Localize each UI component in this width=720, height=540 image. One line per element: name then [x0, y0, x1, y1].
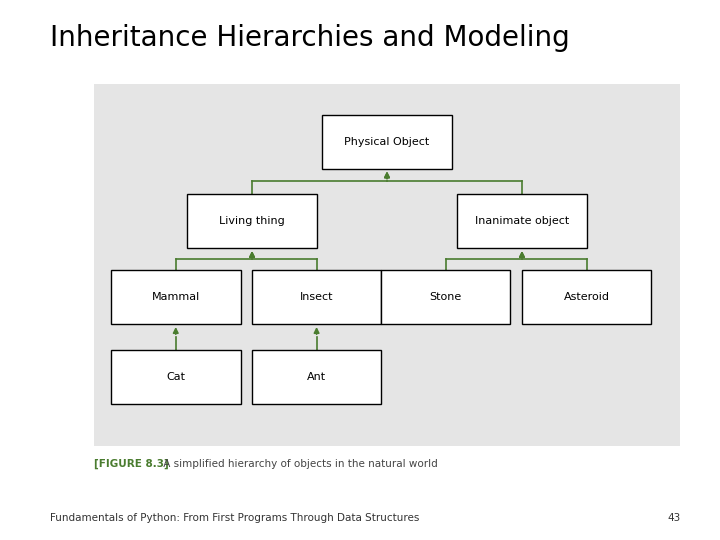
Text: 43: 43: [667, 512, 680, 523]
Bar: [252, 350, 382, 404]
Text: Mammal: Mammal: [152, 292, 200, 302]
Bar: [252, 270, 382, 324]
Text: Inanimate object: Inanimate object: [474, 216, 569, 226]
Bar: [94, 84, 680, 445]
Bar: [522, 270, 652, 324]
Text: Physical Object: Physical Object: [344, 137, 430, 146]
Text: Living thing: Living thing: [219, 216, 285, 226]
Bar: [323, 114, 452, 168]
Text: [FIGURE 8.3]: [FIGURE 8.3]: [94, 459, 168, 469]
Text: Fundamentals of Python: From First Programs Through Data Structures: Fundamentals of Python: From First Progr…: [50, 512, 420, 523]
Bar: [111, 350, 240, 404]
Bar: [381, 270, 510, 324]
Text: Ant: Ant: [307, 372, 326, 382]
Bar: [187, 194, 317, 248]
Bar: [457, 194, 587, 248]
Bar: [111, 270, 240, 324]
Text: Inheritance Hierarchies and Modeling: Inheritance Hierarchies and Modeling: [50, 24, 570, 52]
Text: Stone: Stone: [430, 292, 462, 302]
Text: A simplified hierarchy of objects in the natural world: A simplified hierarchy of objects in the…: [160, 459, 438, 469]
Text: Cat: Cat: [166, 372, 185, 382]
Text: Asteroid: Asteroid: [564, 292, 610, 302]
Text: Insect: Insect: [300, 292, 333, 302]
